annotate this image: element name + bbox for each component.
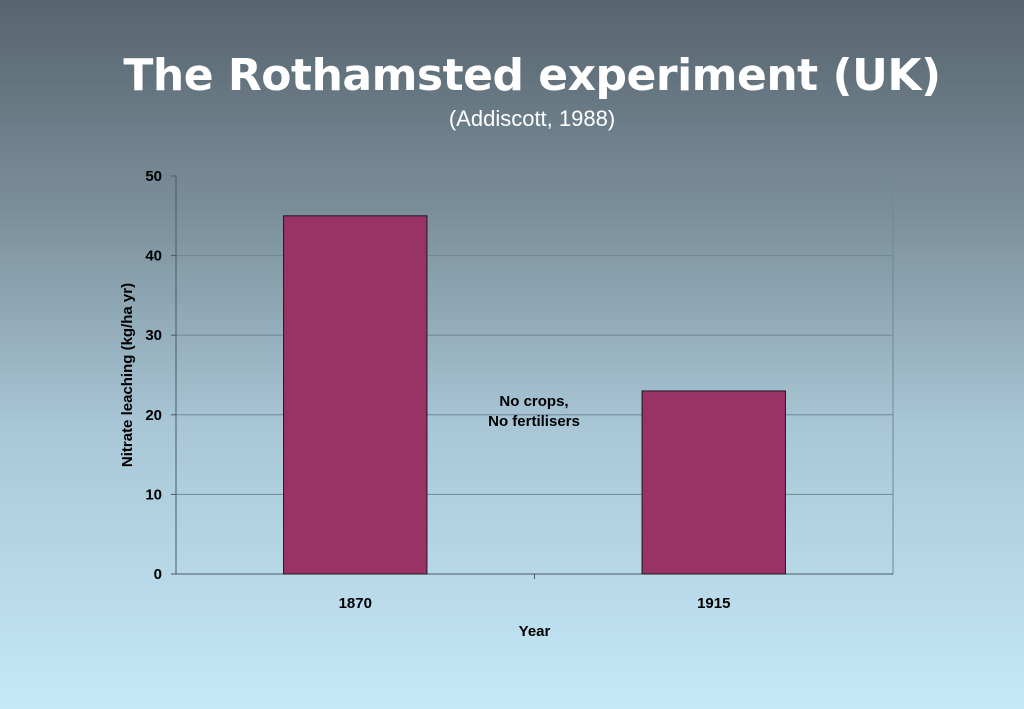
- y-tick-label: 40: [145, 248, 162, 265]
- bar-1915: [641, 390, 786, 575]
- annotation-text: No fertilisers: [488, 413, 580, 430]
- y-tick-label: 20: [145, 407, 162, 424]
- y-axis-title: Nitrate leaching (kg/ha yr): [119, 283, 136, 467]
- x-tick-label: 1870: [339, 595, 372, 612]
- slide-title: The Rothamsted experiment (UK): [123, 50, 941, 101]
- y-tick-label: 50: [145, 168, 162, 185]
- x-axis-title: Year: [519, 623, 551, 640]
- y-tick-label: 30: [145, 327, 162, 344]
- y-tick-label: 0: [154, 566, 162, 583]
- x-tick-label: 1915: [697, 595, 730, 612]
- annotation-text: No crops,: [499, 393, 568, 410]
- bar-1870: [283, 215, 428, 575]
- slide-subtitle: (Addiscott, 1988): [448, 106, 616, 131]
- y-tick-label: 10: [145, 486, 162, 503]
